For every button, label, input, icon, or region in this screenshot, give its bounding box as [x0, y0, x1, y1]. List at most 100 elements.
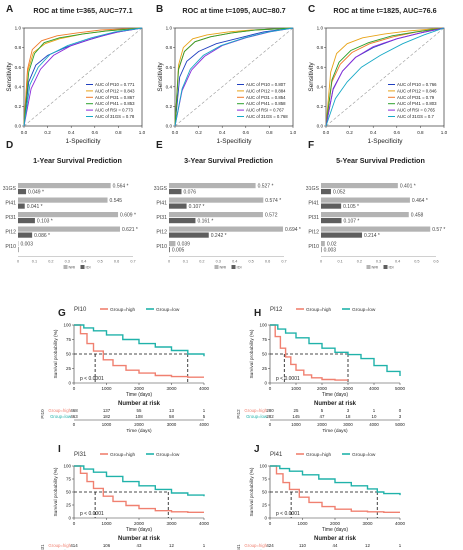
nri-value-label: 0.564 * [113, 183, 129, 189]
risk-table-x-tick: 2000 [317, 422, 327, 427]
x-tick-label: 0.8 [417, 130, 424, 135]
risk-count: 108 [135, 414, 143, 419]
x-tick-label: 0.2 [199, 260, 204, 264]
x-tick-label: 0.2 [195, 130, 202, 135]
y-tick-label: 100 [259, 464, 267, 469]
y-tick-label: 75 [262, 337, 268, 342]
y-tick-label: 0 [68, 516, 71, 521]
legend-label: AUC of PI12 = 0.846 [397, 88, 437, 93]
y-axis-label: Survival probability (%) [249, 329, 255, 378]
legend-label-nri: NRI [69, 265, 76, 270]
risk-count: 106 [103, 543, 111, 548]
risk-count: 1 [203, 408, 206, 413]
diagonal-reference-line [174, 27, 294, 127]
y-tick-label: 0.8 [166, 45, 173, 50]
idi-bar [169, 232, 209, 238]
x-tick-label: 3000 [166, 521, 177, 526]
idi-bar [321, 218, 342, 224]
legend-label: AUC of 31GS = 0.78 [95, 114, 135, 119]
risk-count: 137 [103, 408, 111, 413]
x-tick-label: 0.2 [48, 260, 53, 264]
risk-table-x-tick: 5000 [395, 422, 405, 427]
legend-label: AUC of RSI = 0.767 [246, 108, 284, 113]
nri-value-label: 0.572 [265, 212, 278, 218]
legend-swatch-nri [63, 265, 68, 269]
plot-frame [23, 27, 143, 127]
risk-count: 12 [169, 543, 174, 548]
survival-curve [270, 324, 348, 381]
x-tick-label: 0.6 [394, 130, 401, 135]
nri-bar [321, 197, 410, 203]
y-tick-label: 0.2 [166, 104, 173, 109]
x-tick-label: 0.6 [114, 260, 119, 264]
x-tick-label: 0.1 [338, 260, 343, 264]
y-tick-label: 0.8 [317, 45, 324, 50]
x-tick-label: 5000 [395, 386, 406, 391]
x-tick-label: 0.7 [130, 260, 135, 264]
y-tick-label: 0 [264, 381, 267, 386]
x-tick-label: 0.8 [266, 130, 273, 135]
x-tick-label: 1.0 [290, 130, 297, 135]
y-tick-label: 0.4 [317, 84, 324, 89]
y-tick-label: 25 [262, 366, 268, 371]
nri-bar [321, 241, 325, 247]
x-tick-label: 0.6 [265, 260, 270, 264]
x-axis-label: Time (days) [126, 527, 153, 533]
y-axis-label: Sensitivity [157, 62, 164, 92]
risk-table-strata-label: PI31 [40, 544, 45, 550]
risk-table-x-tick: 4000 [199, 422, 209, 427]
x-axis-label: 1-Specificity [367, 138, 403, 145]
legend-swatch-idi [231, 265, 236, 269]
y-tick-label: 50 [66, 490, 72, 495]
x-tick-label: 0.8 [115, 130, 122, 135]
nri-value-label: 0.545 [110, 198, 123, 204]
risk-count: 18 [346, 414, 351, 419]
roc-panel-b: B ROC at time t=1095, AUC=80.7 0.00.0 0.2 0.… [156, 4, 297, 145]
x-tick-label: 0 [168, 260, 170, 264]
idi-bar [18, 218, 35, 224]
legend-label: AUC of PI41 = 0.803 [397, 101, 437, 106]
risk-count: 10 [372, 414, 377, 419]
roc-series-line [23, 27, 143, 127]
y-tick-label: 0.8 [15, 45, 22, 50]
nri-bar [18, 197, 108, 203]
legend-swatch-idi [80, 265, 85, 269]
x-tick-label: 0 [73, 386, 76, 391]
y-tick-label: 0.4 [166, 84, 173, 89]
plot-frame [325, 27, 445, 127]
x-tick-label: 4000 [199, 386, 210, 391]
risk-row-label: Group=low [50, 414, 72, 419]
legend-label: Group=high [306, 452, 332, 458]
category-label: PI41 [308, 201, 319, 207]
idi-bar [18, 247, 19, 253]
survival-curve [270, 324, 401, 376]
nri-value-label: 0.401 * [400, 183, 416, 189]
category-label: PI41 [5, 201, 16, 207]
legend-swatch-nri [214, 265, 219, 269]
x-tick-label: 3000 [343, 386, 354, 391]
risk-row-label: Group=high [244, 543, 267, 548]
risk-count: 1 [373, 408, 376, 413]
x-tick-label: 0.2 [357, 260, 362, 264]
legend-label-nri: NRI [220, 265, 227, 270]
category-label: 31GS [3, 186, 17, 192]
risk-table-title: Number at risk [314, 401, 357, 407]
x-tick-label: 0 [73, 521, 76, 526]
legend-label-idi: IDI [237, 265, 242, 270]
idi-value-label: 0.105 * [343, 204, 359, 210]
y-axis-label: Sensitivity [6, 62, 13, 92]
x-tick-label: 0.5 [249, 260, 254, 264]
panel-letter-g: G [58, 308, 66, 319]
x-tick-label: 0.0 [323, 130, 330, 135]
category-label: 31GS [154, 186, 168, 192]
x-tick-label: 0.4 [68, 130, 75, 135]
idi-value-label: 0.107 * [189, 204, 205, 210]
legend-label: AUC of PI41 = 0.858 [246, 101, 286, 106]
risk-count: 5 [321, 408, 324, 413]
legend-label: AUC of RSI = 0.765 [397, 108, 435, 113]
risk-row-label: Group=high [48, 408, 71, 413]
p-value-label: p < 0.0001 [276, 511, 300, 517]
idi-bar [169, 218, 196, 224]
